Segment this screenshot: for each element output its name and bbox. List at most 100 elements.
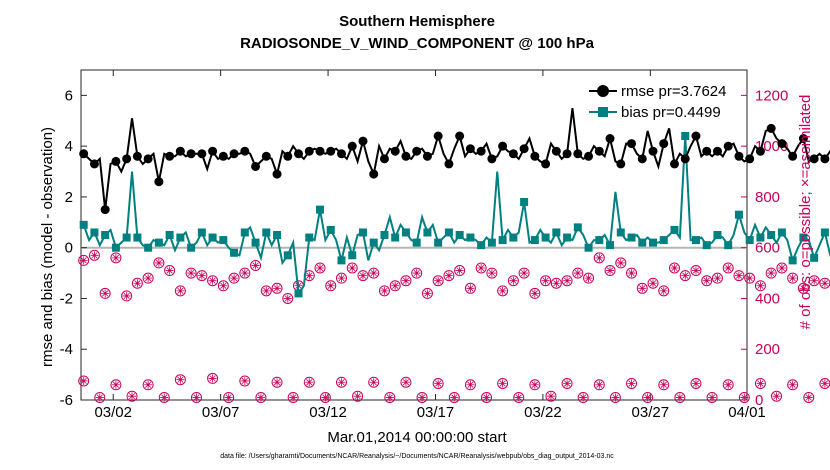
obs-assimilated-marker: [223, 391, 235, 403]
obs-possible-marker-cross: [380, 286, 389, 295]
obs-possible-marker: [626, 267, 638, 279]
obs-assimilated-marker: [545, 390, 557, 402]
obs-possible-marker: [131, 277, 143, 289]
bias-point: [627, 233, 636, 242]
bias-point: [649, 238, 658, 247]
obs-assimilated-marker-cross: [772, 392, 781, 401]
bias-point: [358, 228, 367, 237]
obs-possible-marker-cross: [358, 271, 367, 280]
obs-possible-marker: [744, 272, 756, 284]
bias-point: [240, 228, 249, 237]
obs-possible-marker-cross: [659, 286, 668, 295]
rmse-point: [390, 146, 400, 156]
obs-assimilated-marker-cross: [192, 393, 201, 402]
obs-possible-marker: [507, 275, 519, 287]
y-axis-label: rmse and bias (model - observation): [39, 127, 56, 367]
x-tick-label: 03/17: [417, 404, 455, 421]
bias-point: [681, 132, 690, 140]
obs-assimilated-marker: [577, 391, 589, 403]
obs-possible-marker-cross: [219, 281, 228, 290]
obs-possible-marker: [679, 270, 691, 282]
y-tick-label: 0: [65, 240, 73, 257]
obs-possible-marker: [593, 252, 605, 264]
chart-subtitle: RADIOSONDE_V_WIND_COMPONENT @ 100 hPa: [240, 35, 595, 52]
obs-possible-marker: [400, 275, 412, 287]
obs-assimilated-marker-cross: [418, 393, 427, 402]
obs-possible-marker: [228, 272, 240, 284]
obs-assimilated-marker: [561, 378, 573, 389]
obs-assimilated-marker-cross: [740, 393, 749, 402]
obs-possible-marker: [443, 270, 455, 282]
obs-assimilated-marker: [110, 379, 122, 391]
bias-point: [487, 238, 496, 247]
obs-possible-marker: [282, 292, 294, 304]
obs-possible-marker: [368, 267, 380, 279]
rmse-point: [304, 146, 314, 156]
legend: rmse pr=3.7624 bias pr=0.4499: [585, 76, 734, 124]
obs-assimilated-marker: [158, 391, 170, 403]
obs-possible-marker: [357, 270, 369, 282]
rmse-point: [422, 151, 432, 161]
rmse-point: [573, 149, 583, 159]
x-tick-label: 03/27: [632, 404, 670, 421]
obs-assimilated-marker: [287, 391, 299, 403]
bias-point: [273, 231, 282, 239]
y2-tick-label: 400: [755, 290, 780, 307]
rmse-point: [444, 159, 454, 169]
obs-possible-marker: [529, 287, 541, 299]
obs-assimilated-marker: [303, 376, 315, 388]
obs-possible-marker-cross: [326, 281, 335, 290]
obs-possible-marker: [797, 282, 809, 294]
obs-possible-marker-cross: [810, 276, 819, 285]
rmse-point: [766, 123, 776, 133]
obs-possible-marker-cross: [713, 274, 722, 283]
obs-assimilated-marker: [239, 375, 251, 387]
rmse-point: [487, 154, 497, 164]
rmse-point: [712, 146, 722, 156]
obs-assimilated-marker-cross: [724, 380, 733, 389]
obs-assimilated-marker-cross: [804, 393, 813, 402]
bias-point: [154, 238, 163, 247]
obs-possible-marker: [185, 267, 197, 279]
obs-possible-marker: [518, 267, 530, 279]
obs-possible-marker: [711, 272, 723, 284]
rmse-point: [175, 146, 185, 156]
obs-possible-marker-cross: [197, 271, 206, 280]
obs-possible-marker: [701, 275, 713, 287]
obs-possible-marker-cross: [724, 264, 733, 272]
obs-assimilated-marker: [609, 391, 621, 403]
bias-point: [197, 228, 206, 237]
obs-possible-marker-cross: [691, 266, 700, 275]
obs-assimilated-marker-cross: [273, 378, 282, 387]
rmse-point: [616, 159, 626, 169]
rmse-point: [89, 159, 99, 169]
bias-point: [401, 228, 410, 237]
rmse-point: [584, 151, 594, 161]
rmse-point: [79, 149, 89, 159]
obs-assimilated-marker-cross: [79, 376, 88, 385]
obs-possible-marker-cross: [820, 279, 829, 288]
obs-assimilated-marker-cross: [466, 380, 475, 389]
rmse-point: [122, 154, 132, 164]
bias-point: [326, 225, 335, 234]
obs-assimilated-marker-cross: [321, 393, 330, 402]
y-tick-label: -2: [60, 290, 73, 307]
obs-assimilated-marker-cross: [579, 393, 588, 402]
obs-assimilated-marker-cross: [627, 379, 636, 388]
obs-possible-marker: [121, 290, 133, 302]
obs-possible-marker-cross: [230, 274, 239, 283]
bias-point: [348, 251, 357, 260]
bias-point: [208, 233, 217, 242]
rmse-point: [358, 136, 368, 146]
obs-possible-marker: [668, 262, 680, 274]
obs-possible-marker: [411, 267, 423, 279]
bias-point: [262, 228, 271, 237]
obs-possible-marker-cross: [144, 274, 153, 283]
bias-point: [79, 220, 88, 229]
obs-assimilated-marker: [335, 376, 347, 388]
legend-bias-label: bias pr=0.4499: [621, 104, 721, 121]
obs-assimilated-marker: [593, 379, 605, 391]
obs-possible-marker: [583, 272, 595, 284]
bias-point: [520, 198, 529, 206]
obs-possible-marker-cross: [627, 269, 636, 278]
